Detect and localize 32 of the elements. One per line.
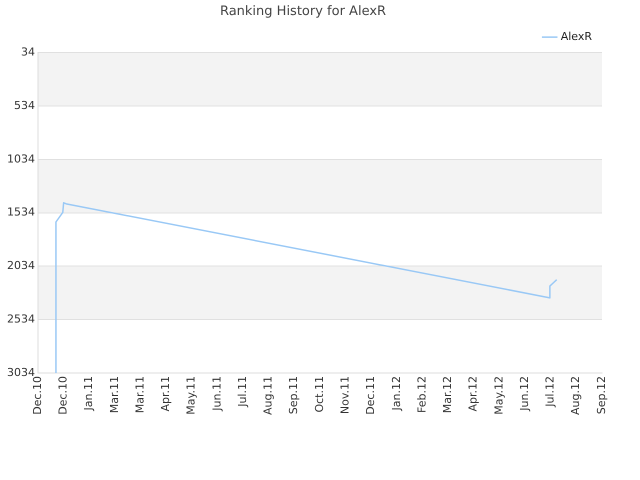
x-tick-label: Nov.11: [338, 376, 352, 414]
y-tick-label: 534: [14, 98, 35, 112]
y-tick-label: 34: [20, 45, 35, 58]
x-tick-label: Dec.11: [364, 376, 378, 415]
x-tick-label: Mar.11: [133, 376, 146, 414]
x-tick-label: Jan.12: [390, 376, 403, 412]
y-tick-label: 2034: [6, 259, 35, 272]
x-tick-label: Sep.12: [594, 376, 608, 414]
x-tick-label: Jul.11: [236, 376, 249, 408]
y-tick-label: 3034: [6, 366, 35, 379]
x-tick-label: Aug.11: [262, 376, 275, 416]
chart-title: Ranking History for AlexR: [220, 4, 386, 20]
x-tick-label: Dec.10: [56, 376, 70, 415]
x-tick-label: May.12: [492, 376, 506, 415]
x-tick-label: Aug.12: [569, 376, 582, 416]
x-tick-label: Apr.11: [159, 376, 172, 412]
x-tick-label: Jun.11: [210, 376, 224, 412]
x-tick-label: May.11: [184, 376, 198, 415]
y-tick-label: 2534: [6, 312, 35, 326]
x-tick-label: Jun.12: [518, 376, 531, 412]
x-tick-label: Oct.11: [312, 376, 326, 413]
x-tick-label: Feb.12: [415, 376, 428, 414]
x-tick-label: Apr.12: [466, 376, 480, 412]
y-tick-label: 1034: [6, 152, 35, 166]
x-tick-label: Dec.10: [30, 376, 44, 415]
x-tick-label: Mar.12: [441, 376, 454, 414]
x-tick-label: Jul.12: [544, 376, 557, 408]
x-tick-label: Jan.11: [82, 376, 96, 412]
legend-label: AlexR: [560, 30, 592, 43]
y-tick-label: 1534: [6, 206, 35, 219]
x-tick-label: Sep.11: [287, 376, 300, 414]
x-tick-label: Mar.11: [108, 376, 121, 414]
